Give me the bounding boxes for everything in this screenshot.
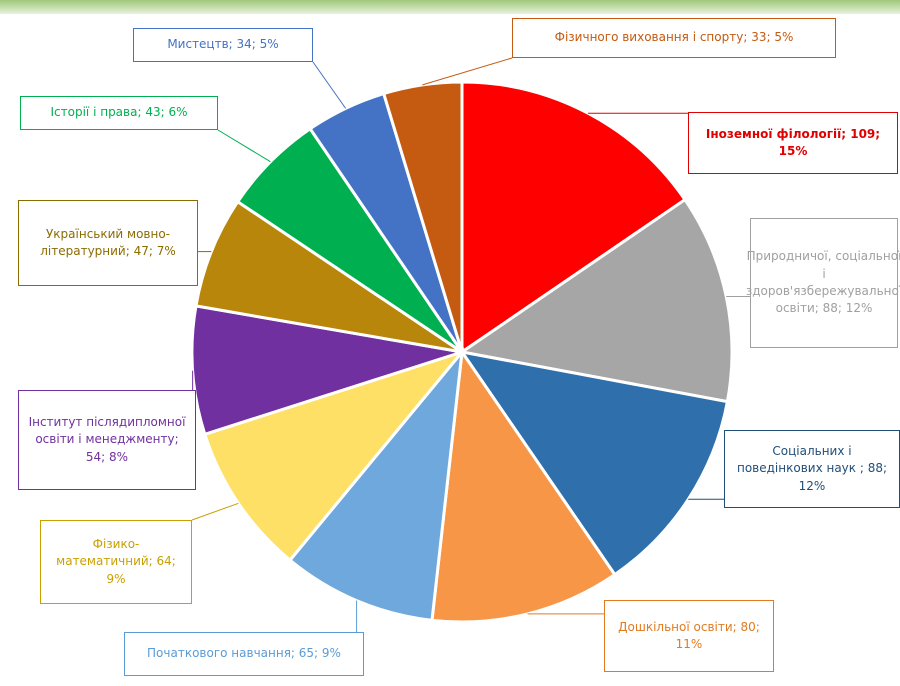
data-label: Початкового навчання; 65; 9% <box>124 632 364 676</box>
data-label: Інститут післядипломної освіти і менеджм… <box>18 390 196 490</box>
leader-line <box>191 502 239 521</box>
leader-line <box>422 57 513 86</box>
data-label: Історії і права; 43; 6% <box>20 96 218 130</box>
data-label: Український мовно-літературний; 47; 7% <box>18 200 198 286</box>
pie-slice <box>381 80 464 353</box>
pie-slice <box>458 197 734 404</box>
pie-slice <box>194 199 463 354</box>
pie-slice <box>287 347 465 622</box>
data-label: Іноземної філології; 109; 15% <box>688 112 898 174</box>
data-label: Фізичного виховання і спорту; 33; 5% <box>512 18 836 58</box>
pie-slice <box>430 347 617 624</box>
top-strip <box>0 0 900 14</box>
pie-slice <box>190 304 463 437</box>
leader-line <box>217 129 271 163</box>
data-label: Фізико-математичний; 64; 9% <box>40 520 192 604</box>
leader-line <box>312 61 347 109</box>
data-label: Соціальних і поведінкових наук ; 88; 12% <box>724 430 900 508</box>
data-label: Природничої, соціальної і здоров'язбереж… <box>746 218 900 348</box>
data-label: Мистецтв; 34; 5% <box>133 28 313 62</box>
data-label: Дошкільної освіти; 80; 11% <box>604 600 774 672</box>
